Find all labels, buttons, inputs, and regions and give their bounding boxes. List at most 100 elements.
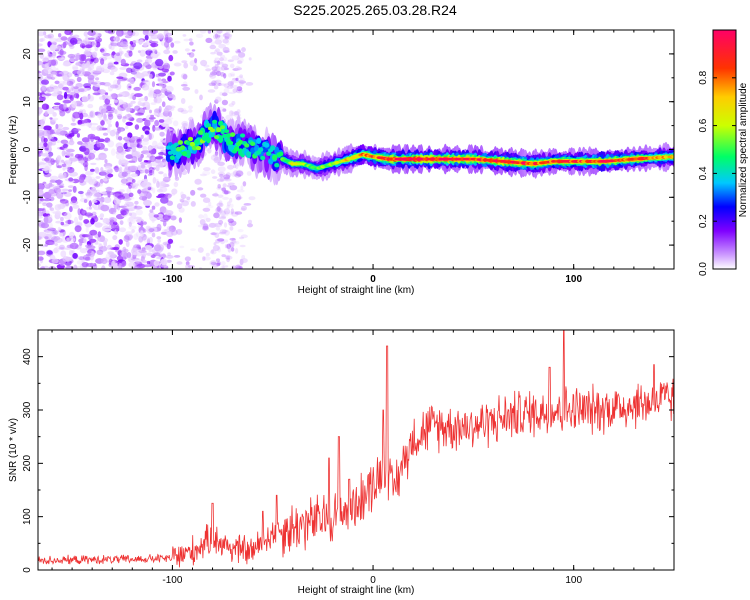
ridge-blob <box>197 130 204 135</box>
noise-speck <box>83 219 90 224</box>
noise-speck <box>202 256 206 261</box>
noise-speck <box>128 85 132 89</box>
noise-speck <box>215 238 221 244</box>
ridge-blob <box>187 136 194 142</box>
noise-speck <box>73 128 81 131</box>
noise-speck <box>235 48 240 55</box>
noise-speck <box>202 225 209 231</box>
ridge-blob <box>244 143 250 148</box>
ridge-blob <box>274 163 280 168</box>
noise-speck <box>89 255 94 261</box>
noise-speck <box>120 41 129 47</box>
noise-speck <box>75 62 82 66</box>
noise-speck <box>167 238 174 244</box>
noise-speck <box>62 62 71 67</box>
noise-speck <box>113 246 120 251</box>
noise-speck <box>148 87 155 93</box>
noise-speck <box>214 232 220 238</box>
noise-speck <box>38 188 44 196</box>
noise-speck <box>72 34 80 38</box>
noise-speck <box>71 100 77 109</box>
noise-speck <box>49 37 58 43</box>
y-tick-label: -20 <box>22 237 33 252</box>
noise-speck <box>75 54 80 61</box>
ridge-blob <box>181 151 188 157</box>
noise-speck <box>148 166 155 174</box>
noise-speck <box>211 249 215 254</box>
noise-speck <box>165 85 174 93</box>
noise-speck <box>86 222 92 228</box>
noise-speck <box>216 30 223 34</box>
noise-speck <box>43 216 49 224</box>
noise-speck <box>164 228 173 233</box>
noise-speck <box>141 84 150 91</box>
noise-speck <box>190 189 196 196</box>
noise-speck <box>158 171 164 175</box>
noise-speck <box>124 149 131 152</box>
noise-speck <box>43 229 52 233</box>
noise-speck <box>237 49 241 53</box>
noise-speck <box>185 264 191 269</box>
colorbar-gradient <box>712 29 737 270</box>
noise-speck <box>46 86 55 93</box>
ridge-blob <box>165 154 171 162</box>
noise-speck <box>76 76 82 83</box>
noise-speck <box>96 125 102 132</box>
noise-speck <box>70 196 78 204</box>
noise-speck <box>144 48 153 52</box>
noise-speck <box>123 168 129 173</box>
noise-speck <box>211 66 218 72</box>
noise-speck <box>109 84 119 89</box>
noise-speck <box>60 221 65 226</box>
noise-speck <box>39 201 48 205</box>
noise-speck <box>210 260 218 265</box>
noise-speck <box>172 50 178 54</box>
noise-speck <box>63 91 68 99</box>
noise-speck <box>66 72 73 78</box>
noise-speck <box>90 168 95 172</box>
noise-speck <box>209 260 216 267</box>
noise-speck <box>125 240 130 248</box>
noise-speck <box>104 172 112 179</box>
noise-speck <box>68 189 73 192</box>
noise-speck <box>98 152 107 161</box>
noise-speck <box>120 251 128 258</box>
noise-speck <box>128 94 133 99</box>
noise-speck <box>205 68 212 72</box>
noise-speck <box>114 191 124 199</box>
noise-speck <box>92 92 101 96</box>
noise-speck <box>217 161 225 166</box>
noise-speck <box>74 225 82 233</box>
noise-speck <box>229 237 236 241</box>
noise-speck <box>150 254 156 259</box>
noise-speck <box>59 110 66 117</box>
noise-speck <box>153 244 162 252</box>
noise-speck <box>231 101 236 105</box>
noise-speck <box>227 218 234 224</box>
noise-speck <box>61 163 67 167</box>
noise-speck <box>224 254 231 258</box>
noise-speck <box>216 66 223 72</box>
noise-speck <box>247 223 253 228</box>
noise-speck <box>162 220 167 227</box>
noise-speck <box>180 98 186 104</box>
noise-speck <box>70 122 77 126</box>
noise-speck <box>55 210 62 216</box>
colorbar-ticks: 0.0 0.2 0.4 0.6 0.8 <box>698 70 736 276</box>
noise-speck <box>115 249 124 253</box>
noise-speck <box>89 206 92 210</box>
noise-speck <box>39 198 44 202</box>
noise-speck <box>219 83 226 86</box>
colorbar-label: Normalized spectral amplitude <box>738 82 749 217</box>
noise-speck <box>106 186 113 194</box>
noise-speck <box>44 236 49 240</box>
noise-speck <box>132 40 137 44</box>
noise-speck <box>79 241 83 246</box>
noise-speck <box>138 249 147 253</box>
colorbar-tick-label: 0.2 <box>698 214 709 228</box>
noise-speck <box>216 51 223 56</box>
noise-speck <box>94 242 102 245</box>
noise-speck <box>210 249 217 255</box>
noise-speck <box>81 40 88 46</box>
noise-speck <box>110 208 115 214</box>
